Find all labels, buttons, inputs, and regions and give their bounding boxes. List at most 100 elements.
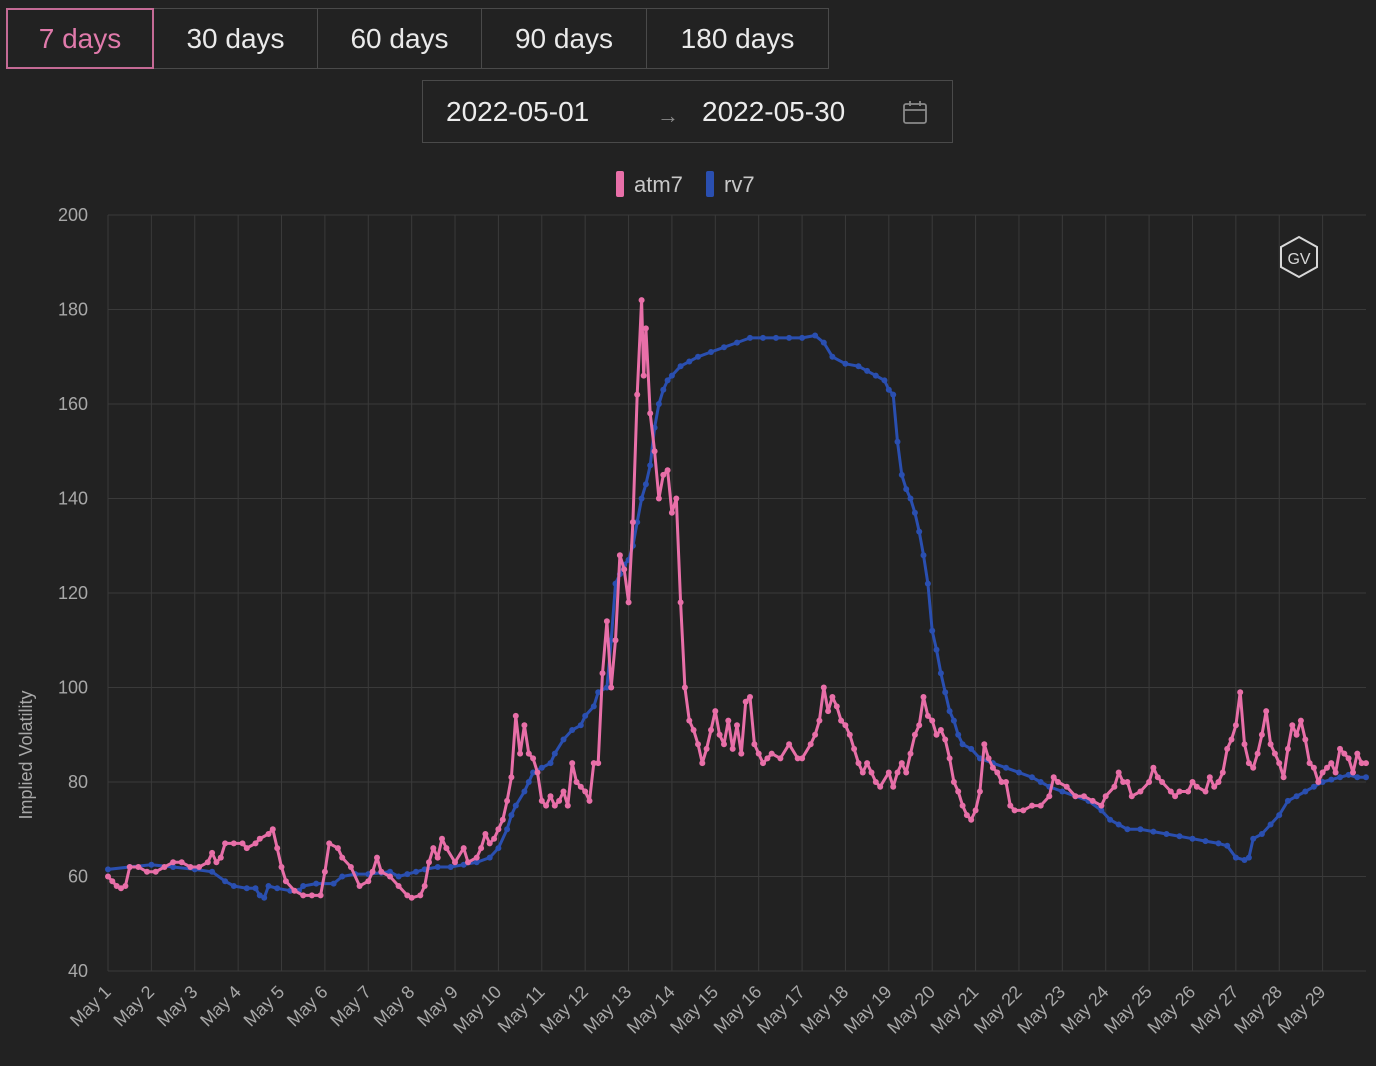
data-point-atm7[interactable] (1146, 779, 1153, 785)
data-point-rv7[interactable] (1037, 779, 1044, 785)
data-point-atm7[interactable] (595, 760, 602, 767)
data-point-atm7[interactable] (365, 878, 372, 885)
data-point-rv7[interactable] (677, 363, 684, 370)
data-point-atm7[interactable] (1007, 802, 1014, 809)
data-point-rv7[interactable] (261, 894, 268, 901)
data-point-atm7[interactable] (937, 727, 944, 733)
data-point-atm7[interactable] (755, 750, 762, 757)
data-point-atm7[interactable] (686, 717, 693, 724)
data-point-rv7[interactable] (230, 883, 237, 889)
data-point-atm7[interactable] (859, 769, 866, 776)
data-point-atm7[interactable] (855, 760, 862, 767)
data-point-atm7[interactable] (321, 868, 328, 875)
data-point-atm7[interactable] (894, 769, 901, 776)
data-point-atm7[interactable] (721, 741, 727, 748)
data-point-atm7[interactable] (825, 708, 832, 715)
data-point-rv7[interactable] (313, 880, 320, 887)
data-point-atm7[interactable] (885, 769, 892, 776)
tab-180-days[interactable]: 180 days (647, 8, 829, 69)
data-point-atm7[interactable] (911, 731, 918, 738)
data-point-atm7[interactable] (612, 637, 619, 644)
data-point-atm7[interactable] (300, 892, 307, 899)
data-point-atm7[interactable] (482, 831, 489, 837)
data-point-rv7[interactable] (1137, 826, 1144, 833)
data-point-atm7[interactable] (1358, 760, 1365, 767)
data-point-atm7[interactable] (161, 864, 168, 870)
data-point-atm7[interactable] (404, 892, 411, 899)
data-point-rv7[interactable] (582, 712, 589, 719)
data-point-rv7[interactable] (538, 764, 545, 771)
data-point-atm7[interactable] (564, 802, 571, 809)
data-point-rv7[interactable] (577, 722, 584, 729)
data-point-atm7[interactable] (243, 845, 250, 852)
data-point-rv7[interactable] (959, 741, 966, 748)
data-point-rv7[interactable] (1319, 779, 1326, 785)
data-point-atm7[interactable] (968, 816, 975, 823)
data-point-atm7[interactable] (508, 774, 515, 781)
data-point-rv7[interactable] (256, 892, 263, 899)
data-point-atm7[interactable] (673, 495, 680, 502)
data-point-atm7[interactable] (1219, 769, 1226, 776)
data-point-atm7[interactable] (1167, 788, 1174, 795)
data-point-atm7[interactable] (473, 854, 480, 861)
data-point-rv7[interactable] (881, 377, 888, 384)
data-point-atm7[interactable] (1297, 717, 1304, 724)
data-point-atm7[interactable] (764, 755, 771, 762)
data-point-atm7[interactable] (734, 722, 740, 729)
data-point-rv7[interactable] (560, 736, 567, 743)
data-point-atm7[interactable] (963, 812, 970, 819)
data-point-atm7[interactable] (664, 467, 671, 474)
data-point-atm7[interactable] (677, 599, 684, 606)
data-point-atm7[interactable] (1206, 774, 1213, 781)
data-point-rv7[interactable] (916, 528, 923, 535)
data-point-atm7[interactable] (898, 760, 905, 767)
data-point-atm7[interactable] (998, 779, 1005, 785)
data-point-rv7[interactable] (1124, 826, 1131, 833)
data-point-atm7[interactable] (135, 864, 142, 870)
data-point-rv7[interactable] (551, 750, 558, 757)
data-point-atm7[interactable] (339, 854, 346, 861)
data-point-rv7[interactable] (1310, 783, 1317, 790)
data-point-rv7[interactable] (222, 878, 229, 885)
data-point-atm7[interactable] (1193, 783, 1200, 790)
data-point-atm7[interactable] (213, 859, 220, 866)
data-point-atm7[interactable] (521, 722, 528, 729)
data-point-rv7[interactable] (413, 868, 419, 875)
data-point-atm7[interactable] (530, 755, 537, 762)
data-point-rv7[interactable] (1115, 821, 1122, 828)
data-point-atm7[interactable] (1089, 797, 1096, 804)
data-point-atm7[interactable] (1271, 750, 1278, 757)
data-point-rv7[interactable] (942, 689, 949, 696)
data-point-atm7[interactable] (1232, 722, 1239, 729)
data-point-atm7[interactable] (1310, 764, 1317, 771)
data-point-rv7[interactable] (508, 812, 515, 819)
data-point-rv7[interactable] (1284, 797, 1291, 804)
data-point-rv7[interactable] (1189, 835, 1196, 842)
data-point-rv7[interactable] (1224, 842, 1231, 849)
data-point-atm7[interactable] (729, 745, 736, 752)
data-point-atm7[interactable] (1115, 769, 1122, 776)
data-point-atm7[interactable] (725, 717, 732, 724)
data-point-atm7[interactable] (738, 750, 745, 757)
data-point-rv7[interactable] (747, 334, 753, 341)
data-point-atm7[interactable] (369, 868, 376, 875)
data-point-rv7[interactable] (1241, 857, 1248, 863)
calendar-icon[interactable] (902, 100, 928, 126)
data-point-atm7[interactable] (291, 887, 298, 894)
data-point-atm7[interactable] (916, 722, 923, 729)
data-point-atm7[interactable] (1072, 793, 1079, 800)
data-point-atm7[interactable] (760, 760, 766, 767)
data-point-rv7[interactable] (252, 885, 259, 892)
data-point-atm7[interactable] (265, 831, 272, 837)
data-point-atm7[interactable] (1324, 764, 1330, 771)
data-point-rv7[interactable] (1107, 816, 1114, 823)
data-point-atm7[interactable] (1280, 774, 1287, 781)
data-point-rv7[interactable] (1150, 828, 1157, 835)
data-point-rv7[interactable] (668, 372, 675, 379)
data-point-atm7[interactable] (768, 750, 775, 757)
data-point-atm7[interactable] (994, 769, 1001, 776)
data-point-rv7[interactable] (1258, 831, 1265, 837)
data-point-atm7[interactable] (946, 755, 953, 762)
data-point-rv7[interactable] (829, 353, 836, 360)
data-point-rv7[interactable] (1302, 788, 1309, 795)
